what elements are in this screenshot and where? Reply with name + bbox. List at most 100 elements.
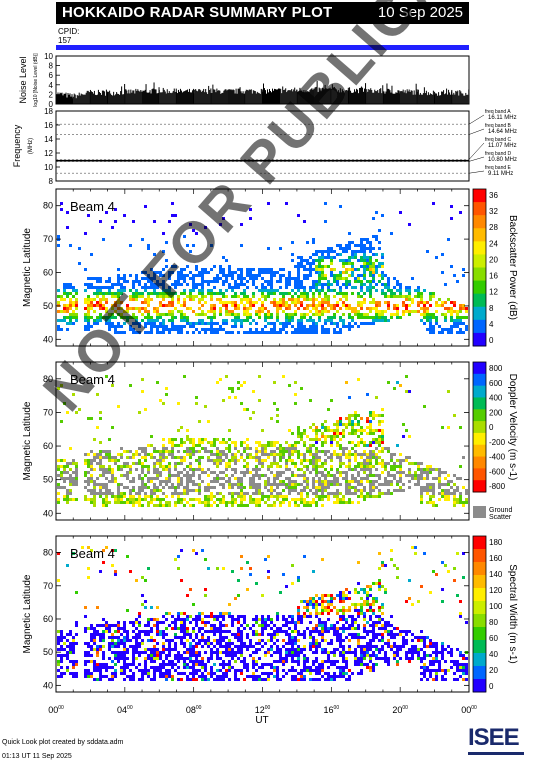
heatmap-cell bbox=[234, 651, 237, 654]
heatmap-cell bbox=[345, 262, 348, 265]
heatmap-cell bbox=[333, 450, 336, 453]
heatmap-cell bbox=[177, 678, 180, 681]
heatmap-cell bbox=[285, 483, 288, 486]
heatmap-cell bbox=[72, 666, 75, 669]
heatmap-cell bbox=[444, 328, 447, 331]
heatmap-cell bbox=[267, 316, 270, 319]
heatmap-cell bbox=[342, 432, 345, 435]
heatmap-cell bbox=[222, 450, 225, 453]
heatmap-cell bbox=[111, 645, 114, 648]
heatmap-cell bbox=[126, 462, 129, 465]
heatmap-cell bbox=[84, 453, 87, 456]
heatmap-cell bbox=[234, 462, 237, 465]
heatmap-cell bbox=[156, 654, 159, 657]
heatmap-cell bbox=[102, 549, 105, 552]
heatmap-cell bbox=[399, 471, 402, 474]
heatmap-cell bbox=[339, 298, 342, 301]
beam-label: Beam 4 bbox=[70, 199, 115, 214]
heatmap-cell bbox=[162, 504, 165, 507]
heatmap-cell bbox=[429, 322, 432, 325]
heatmap-cell bbox=[297, 498, 300, 501]
heatmap-cell bbox=[354, 456, 357, 459]
heatmap-cell bbox=[204, 594, 207, 597]
heatmap-cell bbox=[291, 253, 294, 256]
heatmap-cell bbox=[174, 618, 177, 621]
heatmap-cell bbox=[180, 471, 183, 474]
heatmap-cell bbox=[234, 319, 237, 322]
heatmap-cell bbox=[261, 304, 264, 307]
heatmap-cell bbox=[57, 675, 60, 678]
heatmap-cell bbox=[57, 552, 60, 555]
heatmap-cell bbox=[288, 633, 291, 636]
heatmap-cell bbox=[207, 567, 210, 570]
heatmap-cell bbox=[321, 256, 324, 259]
heatmap-cell bbox=[129, 450, 132, 453]
heatmap-cell bbox=[291, 483, 294, 486]
heatmap-cell bbox=[141, 489, 144, 492]
heatmap-cell bbox=[300, 468, 303, 471]
heatmap-cell bbox=[201, 612, 204, 615]
heatmap-cell bbox=[381, 262, 384, 265]
heatmap-cell bbox=[123, 666, 126, 669]
heatmap-cell bbox=[186, 283, 189, 286]
heatmap-cell bbox=[198, 615, 201, 618]
heatmap-cell bbox=[327, 286, 330, 289]
heatmap-cell bbox=[330, 480, 333, 483]
heatmap-cell bbox=[402, 423, 405, 426]
heatmap-cell bbox=[450, 325, 453, 328]
heatmap-cell bbox=[273, 462, 276, 465]
heatmap-cell bbox=[99, 319, 102, 322]
heatmap-cell bbox=[156, 657, 159, 660]
heatmap-cell bbox=[177, 450, 180, 453]
heatmap-cell bbox=[315, 435, 318, 438]
heatmap-cell bbox=[369, 286, 372, 289]
heatmap-cell bbox=[399, 211, 402, 214]
heatmap-cell bbox=[363, 250, 366, 253]
heatmap-cell bbox=[72, 289, 75, 292]
heatmap-cell bbox=[324, 468, 327, 471]
heatmap-cell bbox=[261, 271, 264, 274]
heatmap-cell bbox=[111, 624, 114, 627]
heatmap-cell bbox=[282, 630, 285, 633]
heatmap-cell bbox=[273, 675, 276, 678]
heatmap-cell bbox=[174, 468, 177, 471]
heatmap-cell bbox=[450, 328, 453, 331]
heatmap-cell bbox=[225, 651, 228, 654]
plot-title: HOKKAIDO RADAR SUMMARY PLOT bbox=[62, 4, 333, 21]
heatmap-cell bbox=[210, 615, 213, 618]
colorbar-tick-label: 16 bbox=[489, 272, 498, 281]
heatmap-cell bbox=[171, 301, 174, 304]
frequency-tick-label: 8 bbox=[49, 177, 54, 186]
heatmap-cell bbox=[240, 648, 243, 651]
heatmap-cell bbox=[195, 672, 198, 675]
heatmap-cell bbox=[153, 639, 156, 642]
heatmap-cell bbox=[363, 471, 366, 474]
heatmap-cell bbox=[381, 420, 384, 423]
heatmap-cell bbox=[381, 289, 384, 292]
heatmap-cell bbox=[114, 498, 117, 501]
heatmap-cell bbox=[90, 633, 93, 636]
heatmap-cell bbox=[162, 480, 165, 483]
heatmap-cell bbox=[222, 322, 225, 325]
heatmap-cell bbox=[99, 286, 102, 289]
heatmap-cell bbox=[405, 474, 408, 477]
heatmap-cell bbox=[279, 450, 282, 453]
heatmap-cell bbox=[258, 313, 261, 316]
heatmap-cell bbox=[438, 498, 441, 501]
heatmap-cell bbox=[87, 214, 90, 217]
heatmap-cell bbox=[66, 564, 69, 567]
heatmap-cell bbox=[180, 313, 183, 316]
heatmap-cell bbox=[192, 660, 195, 663]
heatmap-cell bbox=[441, 301, 444, 304]
heatmap-cell bbox=[285, 322, 288, 325]
heatmap-cell bbox=[252, 280, 255, 283]
heatmap-cell bbox=[189, 678, 192, 681]
heatmap-cell bbox=[261, 331, 264, 334]
heatmap-cell bbox=[438, 325, 441, 328]
heatmap-cell bbox=[252, 633, 255, 636]
heatmap-cell bbox=[117, 651, 120, 654]
heatmap-cell bbox=[270, 486, 273, 489]
heatmap-cell bbox=[324, 283, 327, 286]
heatmap-cell bbox=[258, 492, 261, 495]
heatmap-cell bbox=[120, 474, 123, 477]
